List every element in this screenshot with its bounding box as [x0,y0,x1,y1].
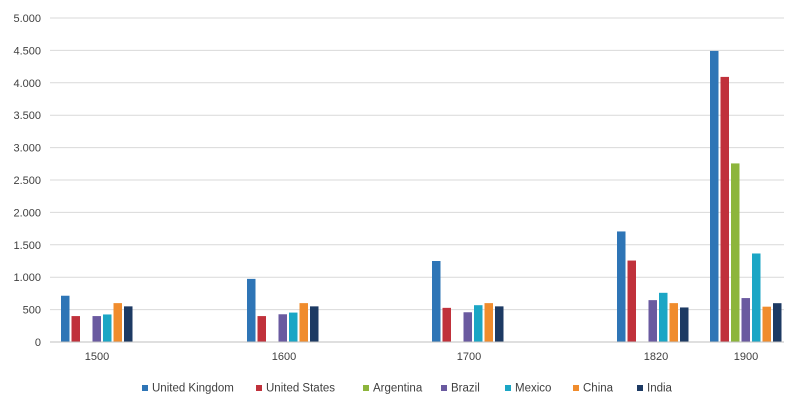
legend-item-india: India [637,383,673,395]
legend-swatch [573,385,579,391]
legend-label: Argentina [373,383,423,395]
legend-swatch [441,385,447,391]
x-tick-label: 1600 [272,351,296,363]
x-tick-label: 1900 [734,351,758,363]
bar-brazil-1820 [648,300,657,342]
bar-united-states-1700 [442,307,451,342]
y-tick-label: 2.500 [13,175,41,187]
bar-united-states-1900 [720,76,729,342]
legend-swatch [142,385,148,391]
bar-united-states-1600 [257,316,266,342]
bar-india-1500 [124,306,133,342]
y-axis-tick-labels: 0 500 1.000 1.500 2.000 2.500 3.000 3.500 4.000 4… [13,13,41,349]
legend-label: Mexico [515,383,551,395]
legend: United Kingdom United States Argentina Braz… [142,383,673,395]
y-tick-label: 500 [23,305,41,317]
bar-united-kingdom-1900 [710,50,719,343]
bar-united-kingdom-1820 [617,231,626,342]
bar-china-1820 [669,303,678,342]
bar-mexico-1700 [474,305,483,342]
bar-mexico-1820 [659,292,668,342]
y-tick-label: 3.500 [13,110,41,122]
bar-united-states-1820 [627,260,636,342]
bar-china-1700 [484,303,493,342]
bar-united-kingdom-1500 [61,295,70,342]
bar-india-1820 [680,307,689,342]
bar-china-1600 [299,303,308,342]
y-tick-label: 3.000 [13,143,41,155]
bar-brazil-1500 [92,316,101,342]
bar-brazil-1900 [741,298,750,342]
gridlines [50,17,784,311]
legend-label: United Kingdom [152,383,234,395]
y-tick-label: 4.500 [13,45,41,57]
legend-item-brazil: Brazil [441,383,480,395]
legend-label: India [647,383,673,395]
bar-united-states-1500 [71,316,80,342]
y-tick-label: 1.000 [13,272,41,284]
legend-swatch [363,385,369,391]
legend-item-united-kingdom: United Kingdom [142,383,234,395]
bar-united-kingdom-1600 [247,278,256,342]
legend-swatch [637,385,643,391]
x-axis-tick-labels: 1500 1600 1700 1820 1900 [85,351,758,363]
legend-swatch [256,385,262,391]
legend-label: United States [266,383,335,395]
legend-item-china: China [573,383,614,395]
bar-mexico-1500 [103,314,112,342]
legend-item-mexico: Mexico [505,383,551,395]
legend-label: Brazil [451,383,480,395]
legend-label: China [583,383,614,395]
y-tick-label: 4.000 [13,78,41,90]
bar-india-1600 [310,306,319,342]
y-tick-label: 5.000 [13,13,41,25]
x-tick-label: 1820 [644,351,668,363]
x-tick-label: 1500 [85,351,109,363]
bar-mexico-1600 [289,312,298,342]
y-tick-label: 0 [35,337,41,349]
bar-china-1500 [113,303,122,342]
bar-india-1700 [495,306,504,342]
legend-item-argentina: Argentina [363,383,423,395]
x-tick-label: 1700 [457,351,481,363]
legend-swatch [505,385,511,391]
y-tick-label: 1.500 [13,240,41,252]
bars [61,50,782,343]
bar-brazil-1600 [278,314,287,342]
bar-brazil-1700 [463,312,472,342]
bar-argentina-1900 [731,163,740,342]
legend-item-united-states: United States [256,383,335,395]
bar-united-kingdom-1700 [432,261,441,342]
bar-india-1900 [773,303,782,342]
bar-china-1900 [762,306,771,342]
y-tick-label: 2.000 [13,207,41,219]
bar-mexico-1900 [752,253,761,342]
